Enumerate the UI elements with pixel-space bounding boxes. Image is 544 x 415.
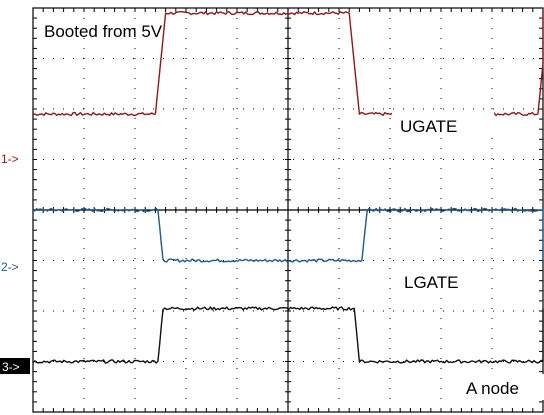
ugate-label: UGATE (400, 117, 457, 136)
anode-label: A node (466, 379, 519, 398)
channel-2-marker: 2-> (1, 260, 19, 274)
trace-a-node (32, 306, 544, 364)
anode-label-bg (458, 374, 544, 400)
ugate-label-bg (392, 112, 494, 138)
lgate-label: LGATE (404, 273, 458, 292)
graticule (32, 7, 544, 413)
trace-lgate (32, 207, 544, 263)
channel-3-marker-bg (0, 358, 30, 374)
channel-3-marker: 3-> (2, 360, 20, 374)
boot-annotation: Booted from 5V (44, 22, 163, 41)
lgate-label-bg (396, 268, 478, 294)
channel-1-marker: 1-> (1, 152, 19, 166)
